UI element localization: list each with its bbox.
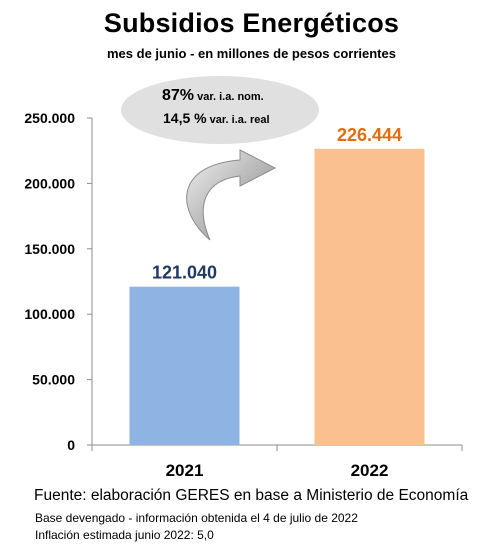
inflation-note: Inflación estimada junio 2022: 5,0 xyxy=(35,528,214,542)
data-label-2021: 121.040 xyxy=(152,263,217,283)
y-tick-label: 100.000 xyxy=(24,306,75,322)
nominal-variation-value: 87% xyxy=(162,87,195,104)
variation-callout: 87% var. i.a. nom. 14,5 % var. i.a. real xyxy=(120,78,320,146)
base-note: Base devengado - información obtenida el… xyxy=(35,511,358,525)
y-tick-label: 0 xyxy=(67,437,75,453)
nominal-variation-note: var. i.a. nom. xyxy=(194,91,264,103)
nominal-variation: 87% var. i.a. nom. xyxy=(162,87,264,105)
real-variation: 14,5 % var. i.a. real xyxy=(163,110,270,126)
y-tick-label: 50.000 xyxy=(32,372,75,388)
x-tick-label-2022: 2022 xyxy=(351,461,389,480)
y-tick-label: 250.000 xyxy=(24,110,75,126)
y-tick-label: 200.000 xyxy=(24,175,75,191)
source-note: Fuente: elaboración GERES en base a Mini… xyxy=(34,487,469,504)
y-tick-label: 150.000 xyxy=(24,241,75,257)
curved-arrow-icon xyxy=(186,149,277,241)
data-label-2022: 226.444 xyxy=(337,125,402,145)
real-variation-value: 14,5 % xyxy=(163,110,207,126)
chart-subtitle: mes de junio - en millones de pesos corr… xyxy=(107,46,396,61)
bar-2021 xyxy=(129,286,240,445)
chart-title: Subsidios Energéticos xyxy=(103,8,400,38)
real-variation-note: var. i.a. real xyxy=(206,114,270,126)
bar-2022 xyxy=(314,148,425,445)
callout-bubble xyxy=(121,76,319,144)
x-tick-label-2021: 2021 xyxy=(166,461,204,480)
